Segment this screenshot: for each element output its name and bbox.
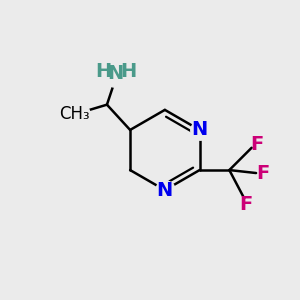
- Text: CH₃: CH₃: [59, 105, 89, 123]
- Text: H: H: [120, 61, 136, 81]
- Text: F: F: [250, 135, 264, 154]
- Text: N: N: [191, 120, 208, 140]
- Text: F: F: [239, 195, 252, 214]
- Text: N: N: [157, 181, 173, 200]
- Text: N: N: [108, 64, 124, 83]
- Text: F: F: [256, 164, 269, 182]
- Text: H: H: [95, 61, 112, 81]
